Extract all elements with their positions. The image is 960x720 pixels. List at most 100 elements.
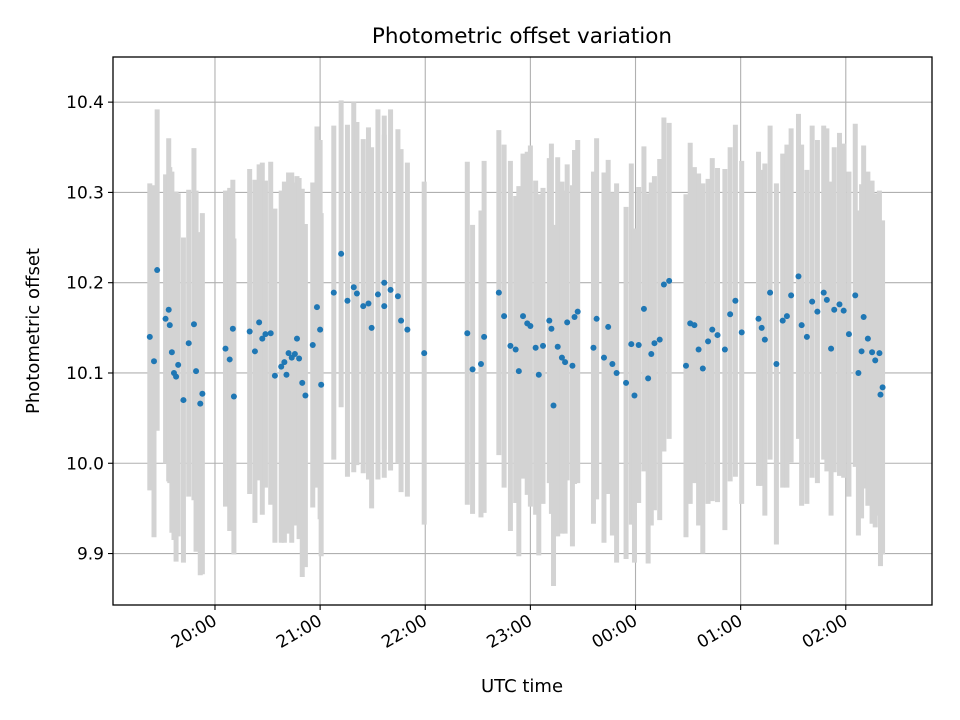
data-point bbox=[809, 298, 816, 305]
data-point bbox=[845, 331, 852, 338]
data-point bbox=[660, 281, 667, 288]
data-point bbox=[394, 293, 401, 300]
data-point bbox=[185, 340, 192, 347]
data-point bbox=[353, 290, 360, 297]
data-point bbox=[313, 304, 320, 311]
data-point bbox=[691, 322, 698, 329]
data-point bbox=[291, 351, 298, 358]
data-point bbox=[738, 329, 745, 336]
data-point bbox=[535, 371, 542, 378]
data-point bbox=[381, 303, 388, 310]
data-point bbox=[758, 324, 765, 331]
data-point bbox=[365, 300, 372, 307]
data-point bbox=[656, 336, 663, 343]
data-point bbox=[836, 301, 843, 308]
data-point bbox=[761, 336, 768, 343]
data-point bbox=[360, 303, 367, 310]
data-point bbox=[532, 344, 539, 351]
data-point bbox=[879, 384, 886, 391]
data-point bbox=[285, 350, 292, 357]
data-point bbox=[600, 354, 607, 361]
data-point bbox=[623, 379, 630, 386]
data-point bbox=[469, 366, 476, 373]
data-point bbox=[605, 323, 612, 330]
data-point bbox=[197, 400, 204, 407]
data-point bbox=[574, 308, 581, 315]
data-point bbox=[803, 333, 810, 340]
data-point bbox=[515, 368, 522, 375]
data-point bbox=[146, 333, 153, 340]
data-point bbox=[645, 375, 652, 382]
data-point bbox=[795, 273, 802, 280]
data-point bbox=[381, 279, 388, 286]
data-point bbox=[814, 308, 821, 315]
data-point bbox=[788, 292, 795, 299]
data-point bbox=[338, 250, 345, 257]
data-point bbox=[877, 391, 884, 398]
data-point bbox=[864, 335, 871, 342]
data-point bbox=[520, 313, 527, 320]
data-point bbox=[278, 363, 285, 370]
data-point bbox=[151, 358, 158, 365]
data-point bbox=[293, 335, 300, 342]
y-axis-label: Photometric offset bbox=[23, 248, 44, 414]
data-point bbox=[193, 368, 200, 375]
data-point bbox=[648, 351, 655, 358]
data-point bbox=[251, 348, 258, 355]
data-point bbox=[256, 319, 263, 326]
data-point bbox=[858, 348, 865, 355]
data-point bbox=[860, 314, 867, 321]
data-point bbox=[259, 335, 266, 342]
x-axis-label: UTC time bbox=[481, 676, 563, 697]
data-point bbox=[318, 381, 325, 388]
data-point bbox=[773, 360, 780, 367]
data-point bbox=[876, 350, 883, 357]
data-point bbox=[823, 296, 830, 303]
data-point bbox=[296, 355, 303, 362]
data-point bbox=[640, 305, 647, 312]
data-point bbox=[173, 373, 180, 380]
data-point bbox=[613, 369, 620, 376]
data-point bbox=[727, 311, 734, 318]
data-point bbox=[869, 349, 876, 356]
data-point bbox=[550, 402, 557, 409]
data-point bbox=[546, 317, 553, 324]
plot-frame bbox=[112, 56, 933, 606]
data-point bbox=[527, 323, 534, 330]
data-point bbox=[267, 330, 274, 337]
data-point bbox=[569, 362, 576, 369]
data-point bbox=[548, 325, 555, 332]
y-tick-label: 10.2 bbox=[66, 274, 104, 294]
data-point bbox=[631, 392, 638, 399]
y-tick-label: 10.1 bbox=[66, 364, 104, 384]
y-tick-label: 10.3 bbox=[66, 183, 104, 203]
data-point bbox=[779, 317, 786, 324]
data-point bbox=[507, 342, 514, 349]
data-point bbox=[262, 331, 269, 338]
data-point bbox=[464, 330, 471, 337]
data-point bbox=[190, 321, 197, 328]
data-point bbox=[820, 289, 827, 296]
data-point bbox=[840, 307, 847, 314]
data-point bbox=[421, 350, 428, 357]
data-point bbox=[368, 324, 375, 331]
data-point bbox=[798, 322, 805, 329]
data-point bbox=[682, 362, 689, 369]
data-point bbox=[374, 291, 381, 298]
data-point bbox=[477, 360, 484, 367]
data-point bbox=[562, 359, 569, 366]
data-point bbox=[558, 354, 565, 361]
data-point bbox=[501, 313, 508, 320]
data-point bbox=[271, 372, 278, 379]
data-point bbox=[564, 319, 571, 326]
y-tick-label: 9.9 bbox=[77, 545, 104, 565]
data-point bbox=[593, 315, 600, 322]
data-point bbox=[246, 328, 253, 335]
data-point bbox=[609, 360, 616, 367]
data-point bbox=[571, 314, 578, 321]
data-point bbox=[398, 317, 405, 324]
data-point bbox=[831, 306, 838, 313]
data-point bbox=[767, 289, 774, 296]
